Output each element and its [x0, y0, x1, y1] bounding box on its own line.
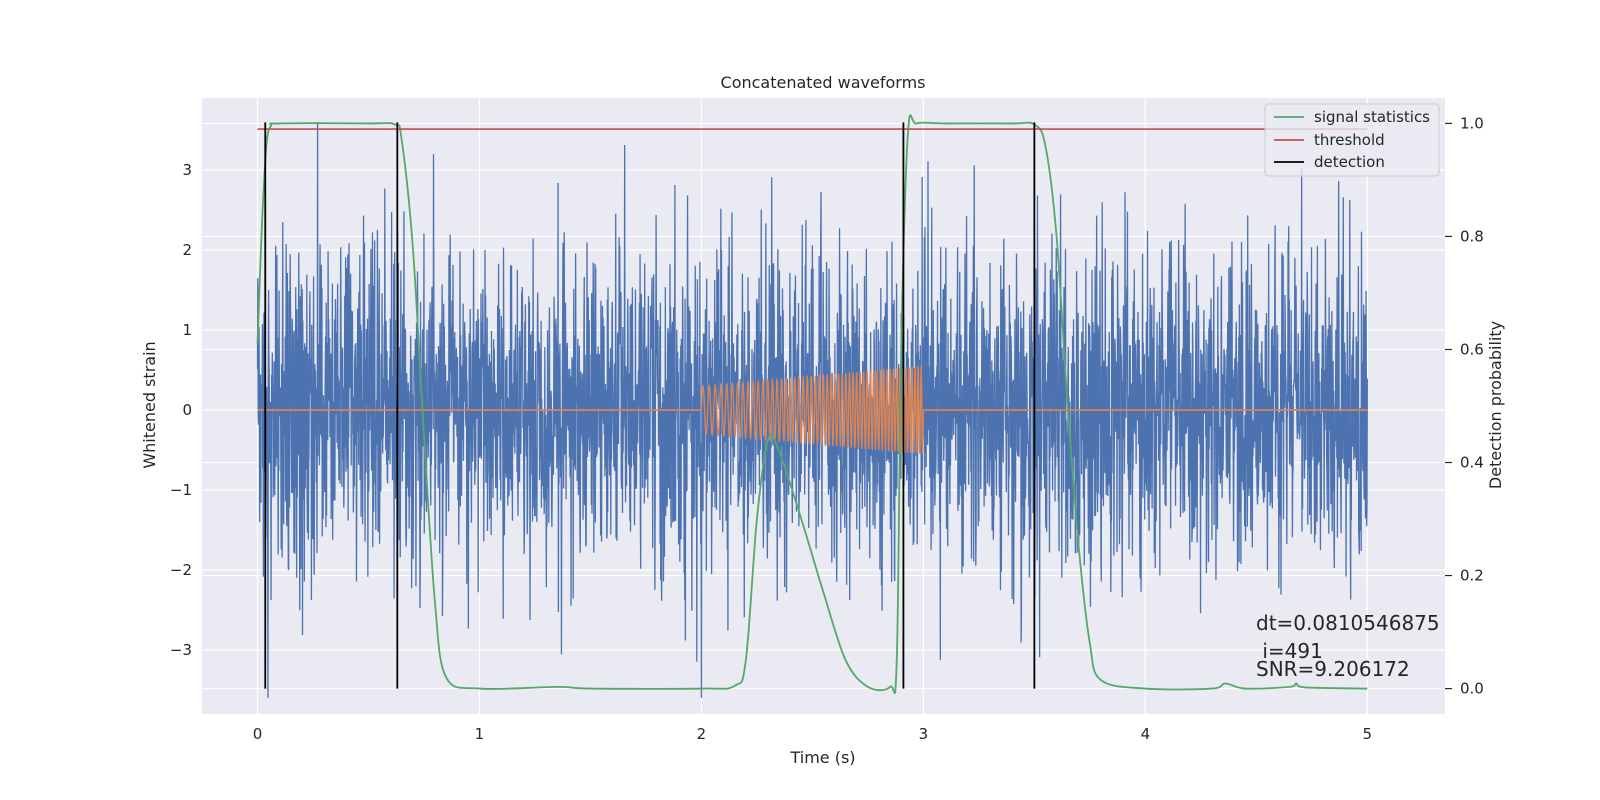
- y-tick-label: 2: [182, 241, 192, 259]
- annotation-dt: dt=0.0810546875: [1256, 611, 1440, 635]
- y-tick-label: −2: [170, 561, 192, 579]
- y-tick-label: −3: [170, 641, 192, 659]
- y-tick-label: 0: [182, 401, 192, 419]
- legend: signal statistics threshold detection: [1264, 103, 1440, 177]
- x-tick-label: 2: [697, 725, 707, 743]
- y2-tick-label: 0.4: [1460, 454, 1484, 472]
- injection-series-line: [700, 364, 925, 455]
- plot-marks: [256, 114, 1368, 699]
- x-axis-ticks: 0 1 2 3 4 5: [253, 725, 1372, 743]
- right-y-axis-ticks: 0.0 0.2 0.4 0.6 0.8 1.0: [1445, 114, 1484, 698]
- legend-box: [1264, 103, 1440, 177]
- y-axis-ticks: −3 −2 −1 0 1 2 3: [170, 161, 192, 659]
- x-axis-label: Time (s): [789, 748, 855, 767]
- x-tick-label: 5: [1363, 725, 1373, 743]
- y2-tick-label: 0.8: [1460, 227, 1484, 245]
- right-y-axis-label: Detection probability: [1486, 321, 1505, 489]
- noise-series-line: [256, 121, 1368, 699]
- legend-label-signal-statistics: signal statistics: [1314, 108, 1430, 126]
- y-axis-label: Whitened strain: [140, 341, 159, 468]
- y-tick-label: 3: [182, 161, 192, 179]
- x-tick-label: 4: [1141, 725, 1151, 743]
- x-tick-label: 3: [919, 725, 929, 743]
- chart-title: Concatenated waveforms: [721, 73, 926, 92]
- annotation-block: dt=0.0810546875 i=491 SNR=9.206172: [1256, 611, 1440, 681]
- signal-statistics-line: [256, 114, 1368, 694]
- y2-tick-label: 0.2: [1460, 567, 1484, 585]
- annotation-snr: SNR=9.206172: [1256, 657, 1410, 681]
- annotation-index: i=491: [1256, 639, 1323, 663]
- legend-label-detection: detection: [1314, 153, 1385, 171]
- legend-label-threshold: threshold: [1314, 131, 1385, 149]
- x-tick-label: 1: [475, 725, 485, 743]
- y-tick-label: −1: [170, 481, 192, 499]
- y2-tick-label: 1.0: [1460, 114, 1484, 132]
- x-tick-label: 0: [253, 725, 263, 743]
- y2-tick-label: 0.0: [1460, 680, 1484, 698]
- y2-tick-label: 0.6: [1460, 340, 1484, 358]
- y-tick-label: 1: [182, 321, 192, 339]
- detection-lines: [264, 122, 1036, 689]
